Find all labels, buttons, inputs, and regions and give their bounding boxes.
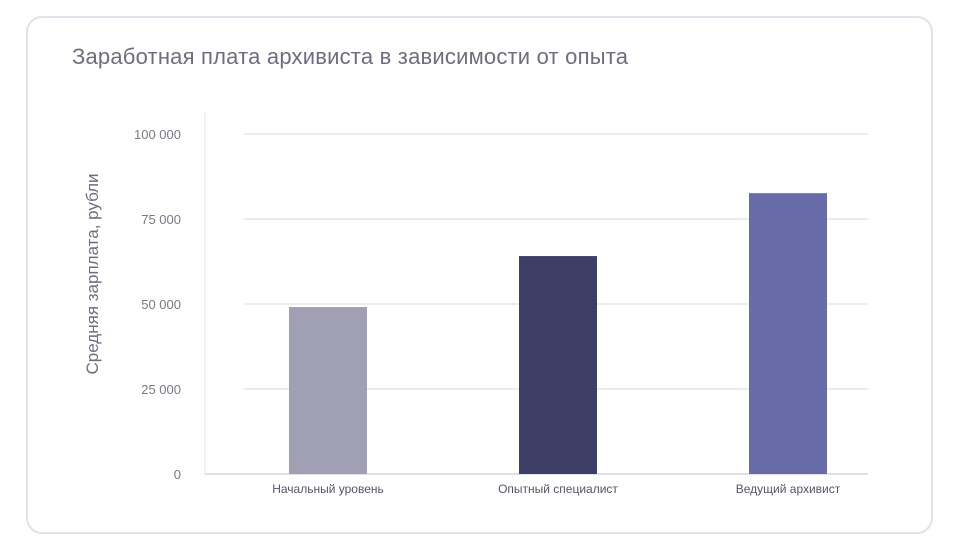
- bar: [519, 256, 597, 474]
- bar: [749, 193, 827, 474]
- y-axis-label: Средняя зарплата, рубли: [83, 173, 102, 374]
- chart-title: Заработная плата архивиста в зависимости…: [72, 44, 629, 69]
- y-tick-label: 100 000: [134, 127, 181, 142]
- x-tick-label: Опытный специалист: [498, 482, 618, 496]
- x-tick-label: Ведущий архивист: [736, 482, 841, 496]
- y-tick-label: 25 000: [141, 382, 181, 397]
- y-tick-label: 50 000: [141, 297, 181, 312]
- x-tick-label: Начальный уровень: [272, 482, 384, 496]
- bar: [289, 307, 367, 474]
- y-tick-label: 75 000: [141, 212, 181, 227]
- y-tick-label: 0: [174, 467, 181, 482]
